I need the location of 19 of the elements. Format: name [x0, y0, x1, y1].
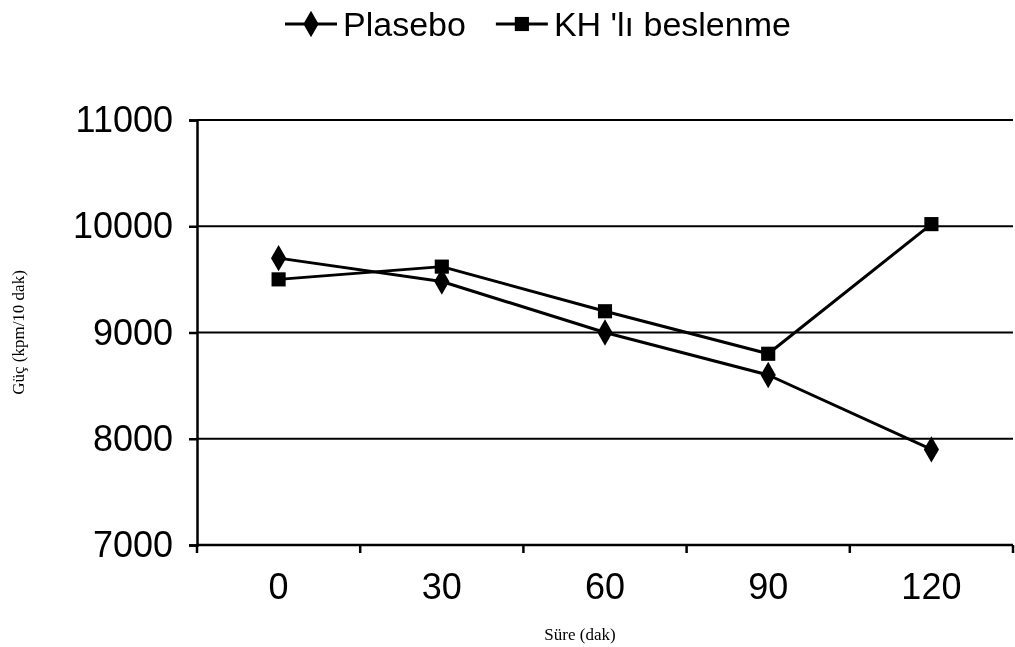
- legend-label: Plasebo: [343, 5, 466, 43]
- y-tick-label: 10000: [72, 205, 173, 247]
- point: [434, 259, 449, 274]
- y-tick-label: 8000: [92, 417, 173, 459]
- y-tick-label: 7000: [92, 524, 173, 566]
- x-tick-label: 90: [748, 565, 789, 607]
- x-tick-label: 120: [901, 565, 962, 607]
- y-tick-label: 11000: [75, 99, 173, 141]
- y-axis-title: Güç (kpm/10 dak): [9, 270, 28, 395]
- point: [271, 272, 286, 287]
- point: [761, 346, 776, 361]
- x-tick-label: 0: [268, 565, 289, 607]
- legend-label: KH 'lı beslenme: [553, 5, 791, 43]
- point: [924, 217, 939, 232]
- x-axis-title: Süre (dak): [544, 625, 616, 644]
- point: [597, 304, 613, 319]
- y-tick-label: 9000: [92, 311, 173, 353]
- x-tick-label: 30: [421, 565, 462, 607]
- x-tick-label: 60: [584, 565, 626, 607]
